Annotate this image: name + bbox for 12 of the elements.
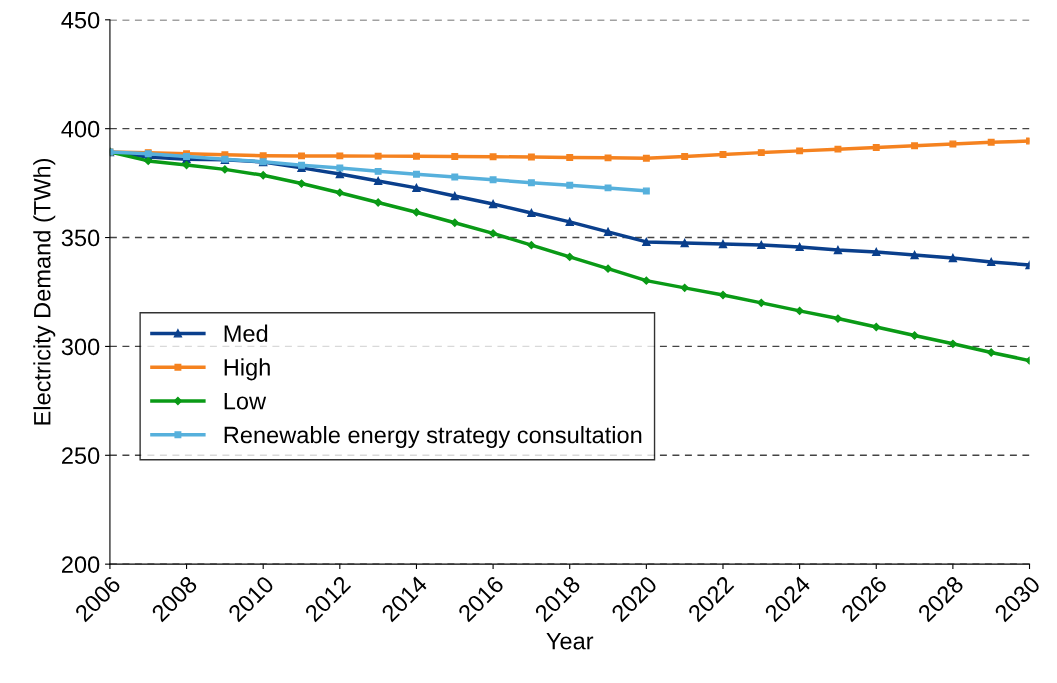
y-tick-label: 250: [62, 447, 100, 465]
y-tick-label: 200: [62, 556, 100, 573]
y-tick-label: 300: [61, 338, 100, 356]
legend-label: Renewable energy strategy consultation: [224, 426, 642, 449]
legend-label: Med: [224, 324, 268, 342]
y-tick-label: 450: [61, 11, 100, 29]
y-axis-title: Electricity Demand (TWh): [33, 158, 56, 425]
x-axis-title: Year: [546, 633, 594, 650]
legend-label: High: [224, 358, 270, 381]
legend-label: Low: [224, 393, 267, 410]
y-tick-label: 400: [61, 120, 100, 138]
y-tick-label: 350: [61, 229, 100, 247]
